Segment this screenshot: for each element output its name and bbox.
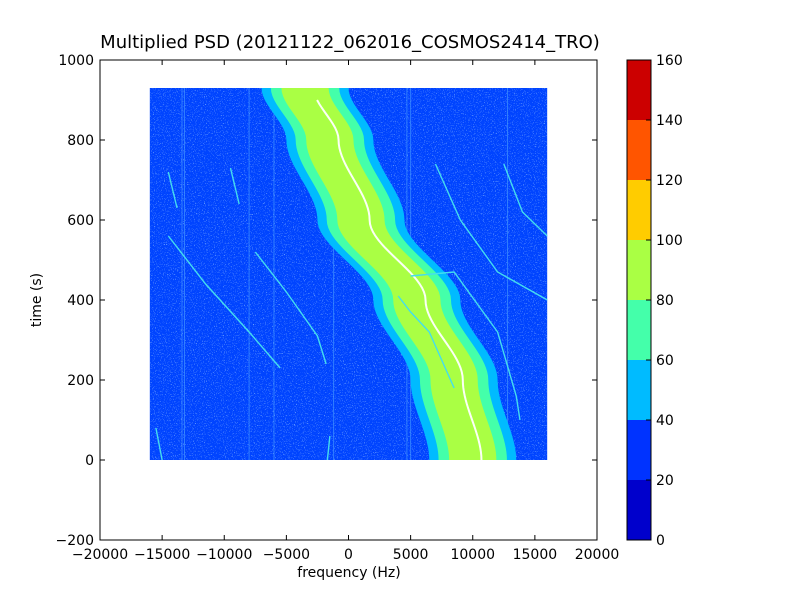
x-tick-label: 15000	[513, 547, 558, 563]
colorbar-tick-label: 120	[656, 173, 683, 189]
narrow-trace	[410, 271, 521, 421]
narrow-trace	[155, 427, 163, 460]
narrow-trace	[229, 167, 240, 205]
colorbar-tick-label: 80	[656, 293, 674, 309]
y-tick-label: 800	[67, 133, 94, 149]
narrow-trace	[254, 251, 327, 365]
y-tick-label: 1000	[58, 53, 94, 69]
band-level-80	[281, 88, 497, 460]
y-tick-label: 200	[67, 373, 94, 389]
colorbar-segment	[627, 60, 651, 120]
colorbar-segment	[627, 360, 651, 420]
x-tick-label: −10000	[196, 547, 252, 563]
colorbar-tick-label: 40	[656, 413, 674, 429]
x-tick-label: −5000	[263, 547, 310, 563]
x-tick-label: 10000	[450, 547, 495, 563]
narrow-trace	[434, 163, 548, 301]
y-tick-label: 400	[67, 293, 94, 309]
band-center-trace	[316, 99, 483, 460]
colorbar-tick-label: 160	[656, 53, 683, 69]
colorbar-segment	[627, 240, 651, 300]
y-tick-label: 600	[67, 213, 94, 229]
y-axis-label: time (s)	[29, 273, 45, 327]
x-axis-label: frequency (Hz)	[297, 565, 400, 581]
colorbar-tick-label: 60	[656, 353, 674, 369]
x-tick-label: 0	[344, 547, 353, 563]
plot-area: −20000 −15000 −10000 −5000 0 5000 10000 15000 20…	[56, 53, 620, 563]
colorbar-segment	[627, 300, 651, 360]
colorbar-tick-label: 0	[656, 533, 665, 549]
x-tick-label: −20000	[72, 547, 128, 563]
colorbar-tick-label: 20	[656, 473, 674, 489]
colorbar-segment	[627, 180, 651, 240]
narrow-trace	[503, 163, 548, 237]
colorbar: 0 20 40 60 80 100 120 140 160	[626, 53, 683, 549]
narrow-trace	[167, 171, 178, 209]
x-tick-label: −15000	[134, 547, 190, 563]
narrow-trace	[326, 435, 331, 460]
y-tick-label: −200	[56, 533, 94, 549]
colorbar-segment	[627, 480, 651, 540]
x-tick-label: 20000	[575, 547, 620, 563]
heatmap	[149, 88, 548, 460]
narrow-trace	[397, 295, 455, 389]
x-tick-label: 5000	[393, 547, 429, 563]
colorbar-tick-label: 100	[656, 233, 683, 249]
colorbar-tick-label: 140	[656, 113, 683, 129]
colorbar-segment	[627, 120, 651, 180]
y-tick-label: 0	[85, 453, 94, 469]
colorbar-segment	[627, 420, 651, 480]
narrow-trace	[167, 235, 281, 369]
chart-title: Multiplied PSD (20121122_062016_COSMOS24…	[100, 32, 600, 53]
